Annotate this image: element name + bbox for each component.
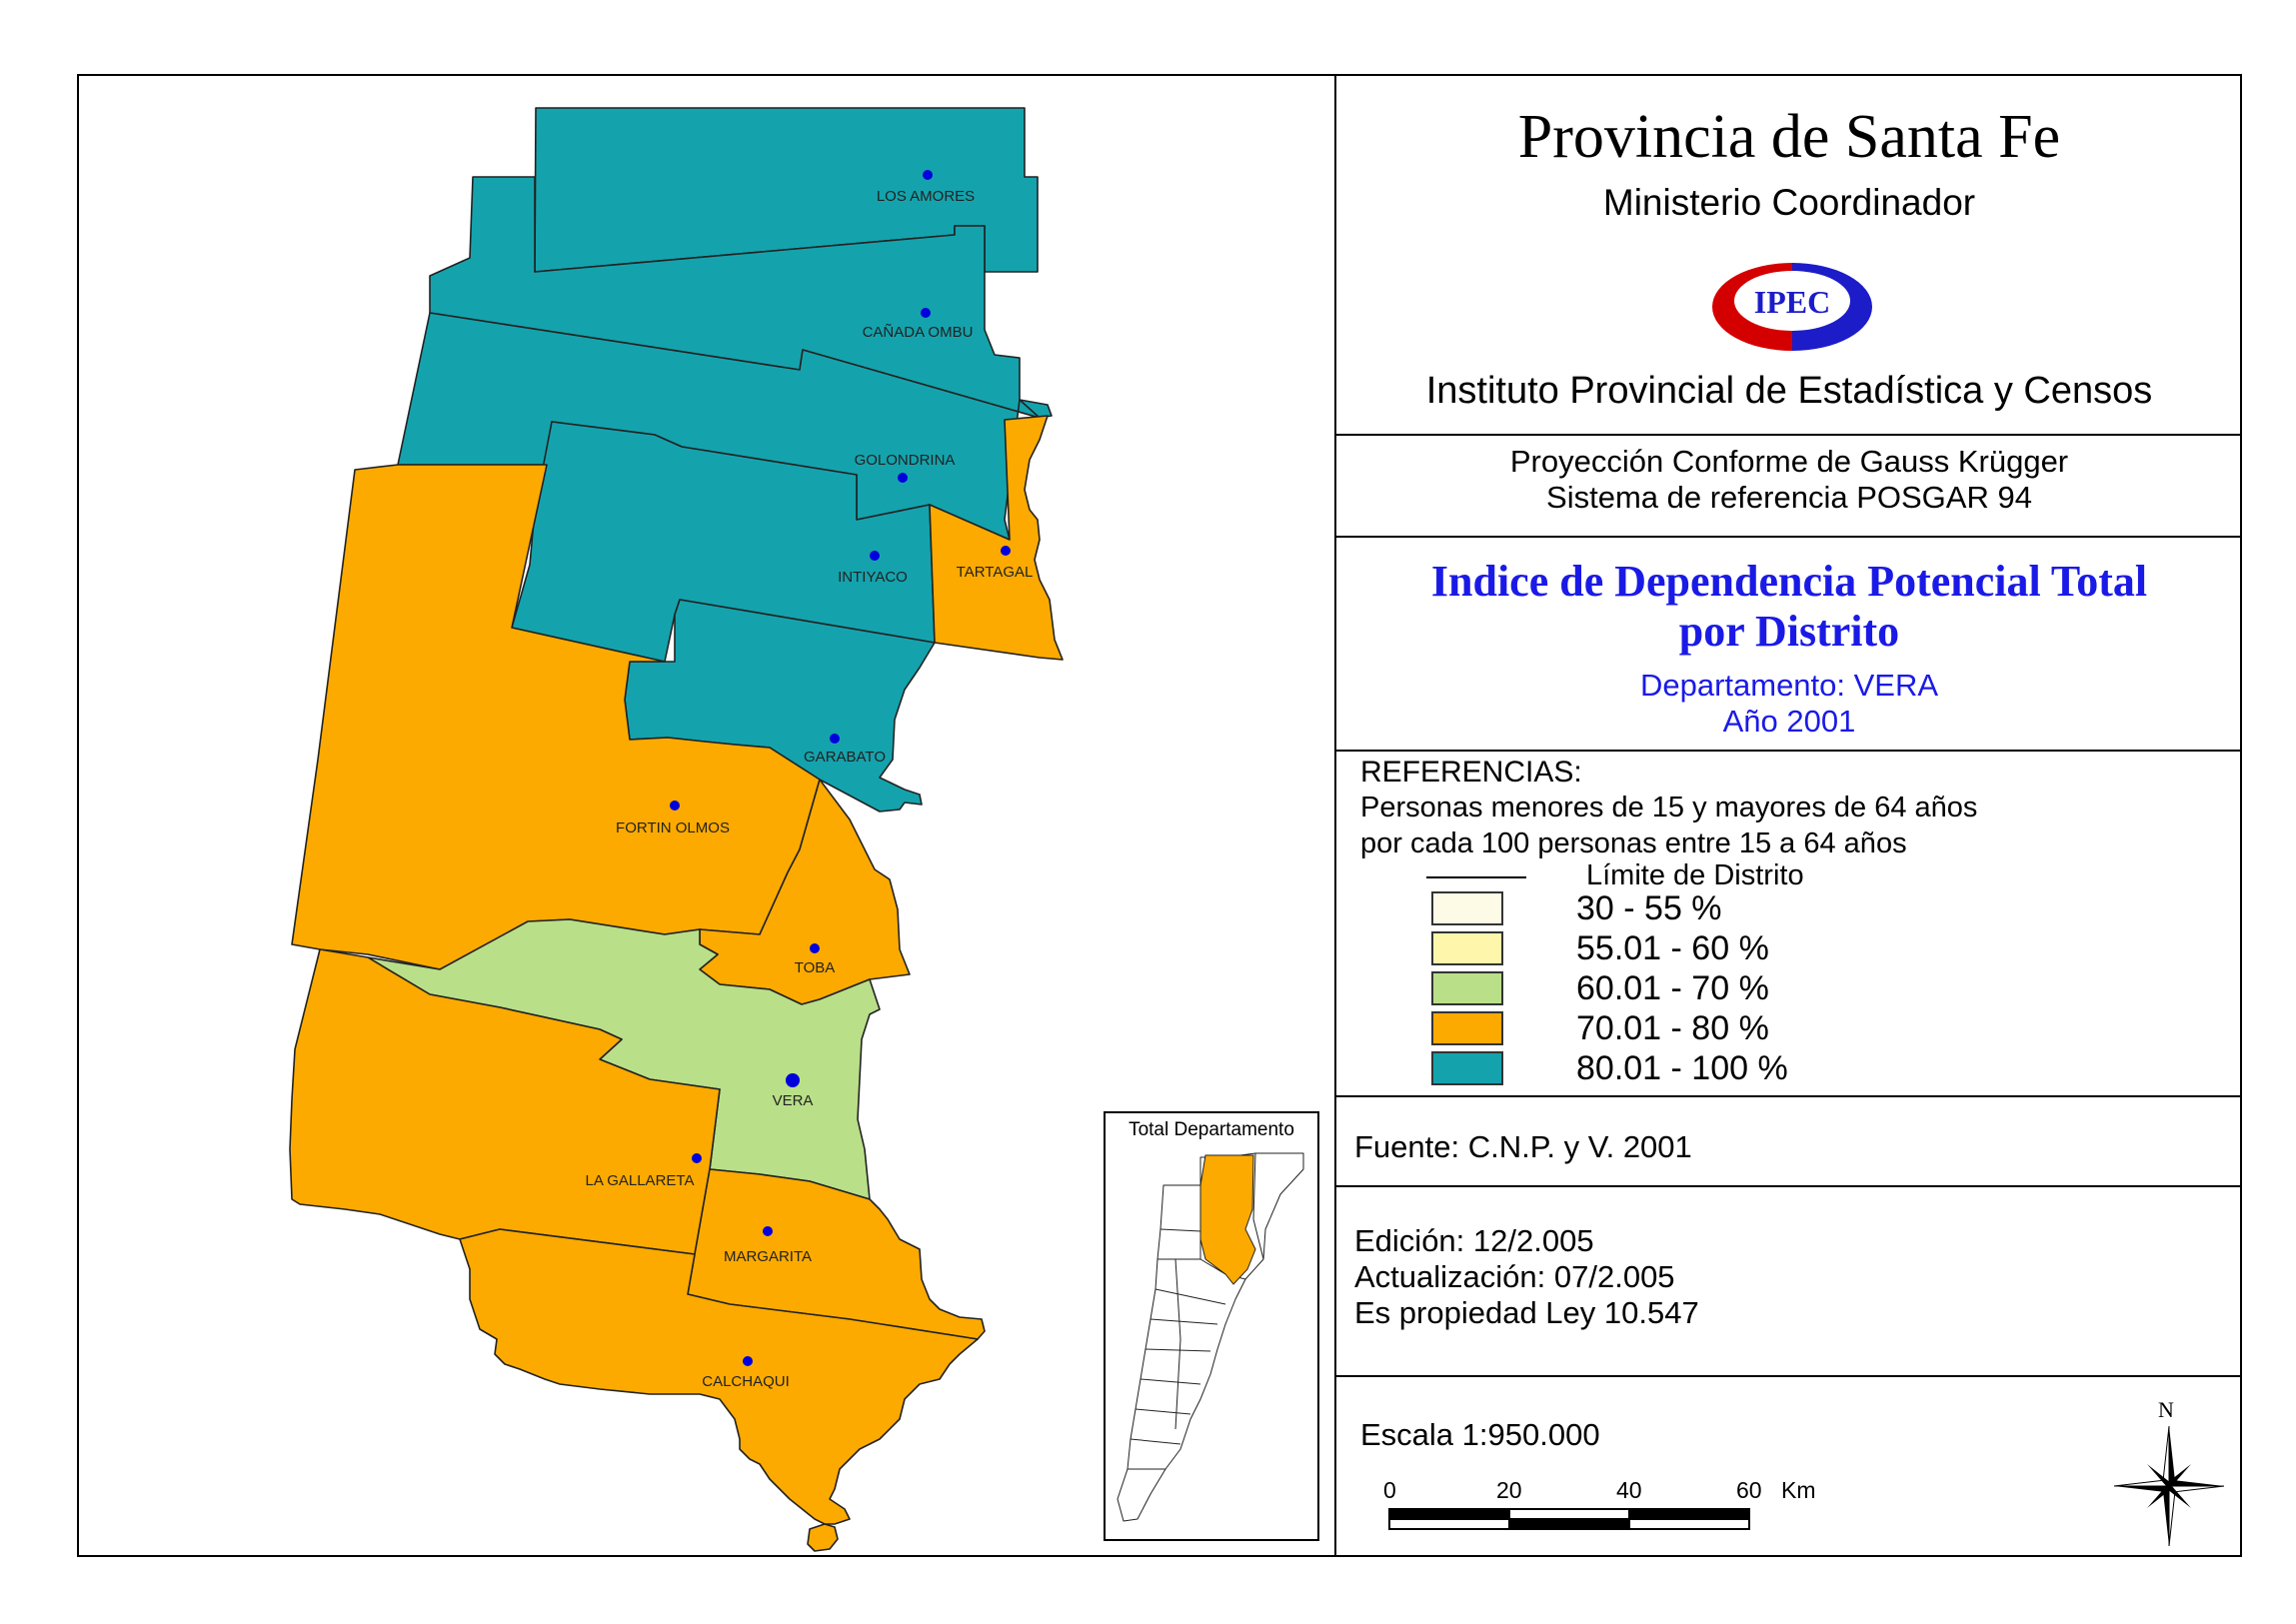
- info-panel: Provincia de Santa Fe Ministerio Coordin…: [1334, 74, 2242, 1557]
- label-canada-ombu: CAÑADA OMBU: [863, 324, 974, 341]
- divider: [1336, 434, 2242, 436]
- department-label: Departamento: VERA: [1639, 668, 1939, 703]
- inset-province-outline: [1117, 1152, 1304, 1522]
- projection-line-2: Sistema de referencia POSGAR 94: [1546, 480, 2032, 515]
- point-la-gallareta: [692, 1153, 702, 1163]
- property-law: Es propiedad Ley 10.547: [1354, 1295, 1699, 1330]
- legend-swatch-1: [1431, 891, 1503, 925]
- divider: [1336, 536, 2242, 538]
- ministry-name: Ministerio Coordinador: [1602, 182, 1976, 223]
- label-los-amores: LOS AMORES: [877, 188, 975, 205]
- scale-tick-0: 0: [1383, 1477, 1396, 1503]
- legend-label-4: 70.01 - 80 %: [1576, 1009, 1769, 1047]
- scale-tick-40: 40: [1616, 1477, 1642, 1503]
- vera-district-map: LOS AMORES CAÑADA OMBU GOLONDRINA INTIYA…: [289, 107, 1064, 1552]
- label-la-gallareta: LA GALLARETA: [586, 1172, 695, 1189]
- year-label: Año 2001: [1722, 704, 1856, 739]
- legend-label-3: 60.01 - 70 %: [1576, 969, 1769, 1007]
- source-text: Fuente: C.N.P. y V. 2001: [1354, 1129, 1692, 1164]
- legend-boundary-label: Límite de Distrito: [1586, 859, 1804, 891]
- point-golondrina: [898, 473, 908, 483]
- divider: [1336, 1095, 2242, 1097]
- north-arrow-icon: [2113, 1425, 2225, 1547]
- ipec-logo: IPEC: [1712, 263, 1872, 351]
- update-date: Actualización: 07/2.005: [1354, 1259, 1675, 1294]
- point-intiyaco: [870, 551, 880, 561]
- scale-label: Escala 1:950.000: [1360, 1417, 1600, 1452]
- label-vera: VERA: [773, 1092, 814, 1109]
- ipec-logo-text: IPEC: [1754, 284, 1830, 320]
- point-fortin-olmos: [670, 801, 680, 811]
- divider: [1336, 1375, 2242, 1377]
- label-margarita: MARGARITA: [724, 1248, 812, 1265]
- point-calchaqui: [743, 1356, 753, 1366]
- divider: [1336, 750, 2242, 752]
- label-tartagal: TARTAGAL: [957, 564, 1034, 581]
- point-garabato: [830, 734, 840, 744]
- legend-label-2: 55.01 - 60 %: [1576, 929, 1769, 967]
- label-calchaqui: CALCHAQUI: [702, 1373, 790, 1390]
- district-island: [807, 1523, 839, 1552]
- divider: [1336, 1185, 2242, 1187]
- inset-title: Total Departamento: [1129, 1119, 1294, 1140]
- point-toba: [810, 943, 820, 953]
- point-los-amores: [923, 170, 933, 180]
- label-toba: TOBA: [795, 959, 836, 976]
- point-vera: [786, 1073, 800, 1087]
- district-points: [670, 170, 1011, 1366]
- legend-swatch-4: [1431, 1011, 1503, 1045]
- projection-line-1: Proyección Conforme de Gauss Krügger: [1509, 444, 2069, 479]
- legend-desc-1: Personas menores de 15 y mayores de 64 a…: [1360, 792, 1978, 823]
- map-title-line-2: por Distrito: [1678, 607, 1900, 656]
- legend-boundary-symbol: [1426, 876, 1526, 878]
- district-tartagal[interactable]: [929, 415, 1064, 661]
- scale-unit: Km: [1781, 1477, 1816, 1503]
- legend-label-1: 30 - 55 %: [1576, 889, 1722, 927]
- scale-bar: [1388, 1508, 1750, 1530]
- inset-vera-highlight: [1199, 1154, 1256, 1285]
- point-canada-ombu: [921, 308, 931, 318]
- legend-desc-2: por cada 100 personas entre 15 a 64 años: [1360, 827, 1907, 859]
- legend-heading: REFERENCIAS:: [1360, 756, 1582, 789]
- legend-swatch-3: [1431, 971, 1503, 1005]
- scale-tick-20: 20: [1496, 1477, 1522, 1503]
- point-tartagal: [1001, 546, 1011, 556]
- legend-swatch-2: [1431, 931, 1503, 965]
- inset-map: Total Departamento: [1104, 1111, 1319, 1541]
- page-title: Provincia de Santa Fe: [1517, 103, 2061, 171]
- scale-tick-60: 60: [1736, 1477, 1762, 1503]
- map-frame: [77, 74, 2242, 1557]
- legend-label-5: 80.01 - 100 %: [1576, 1049, 1788, 1087]
- legend-swatch-5: [1431, 1051, 1503, 1085]
- point-margarita: [763, 1226, 773, 1236]
- map-title-line-1: Indice de Dependencia Potencial Total: [1430, 557, 2148, 606]
- label-garabato: GARABATO: [804, 749, 886, 766]
- label-golondrina: GOLONDRINA: [855, 452, 956, 469]
- label-intiyaco: INTIYACO: [838, 569, 908, 586]
- label-fortin-olmos: FORTIN OLMOS: [616, 819, 730, 836]
- institute-name: Instituto Provincial de Estadística y Ce…: [1425, 370, 2153, 412]
- edition-date: Edición: 12/2.005: [1354, 1223, 1594, 1258]
- north-label: N: [2158, 1397, 2174, 1422]
